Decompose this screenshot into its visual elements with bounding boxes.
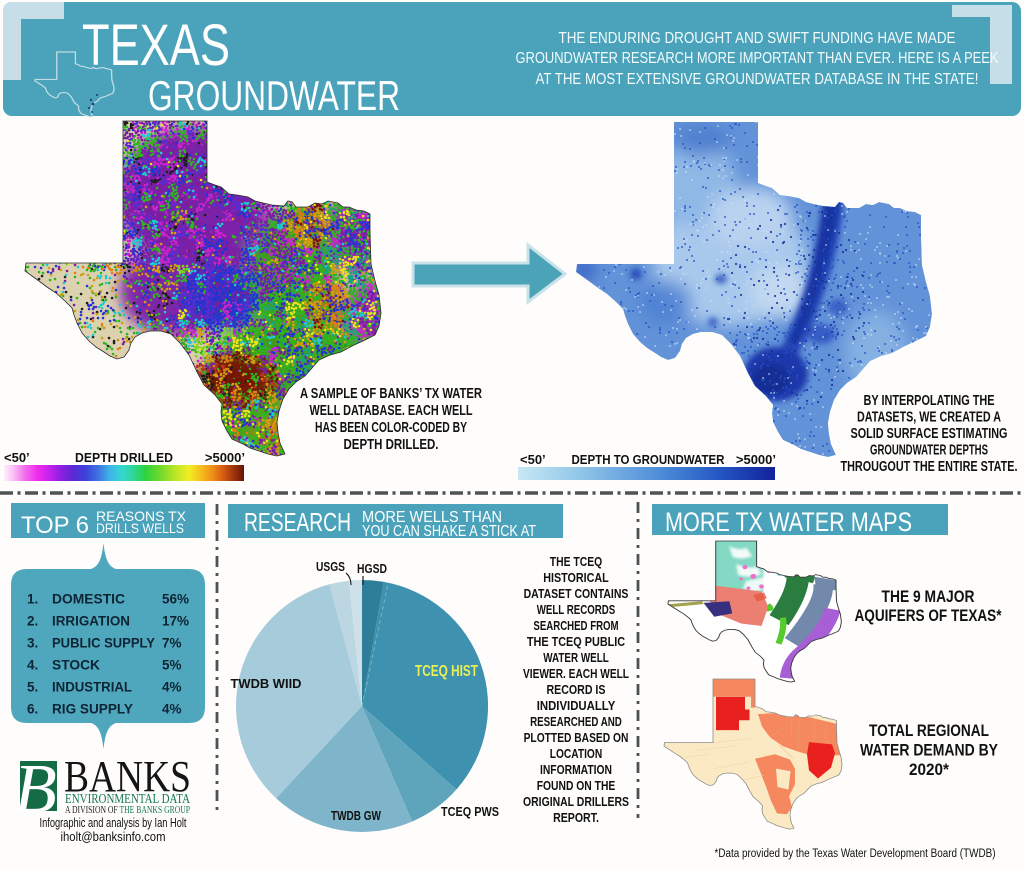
svg-text:GROUNDWATER DEPTHS: GROUNDWATER DEPTHS xyxy=(870,443,988,459)
svg-text:LOCATION: LOCATION xyxy=(550,746,602,761)
svg-text:IRRIGATION: IRRIGATION xyxy=(52,614,130,629)
svg-text:iholt@banksinfo.com: iholt@banksinfo.com xyxy=(61,829,166,844)
svg-text:GROUNDWATER: GROUNDWATER xyxy=(148,72,400,119)
svg-text:AQUIFERS OF TEXAS*: AQUIFERS OF TEXAS* xyxy=(855,607,1002,625)
svg-text:RECORD IS: RECORD IS xyxy=(547,682,606,697)
svg-text:THE TCEQ PUBLIC: THE TCEQ PUBLIC xyxy=(527,634,626,649)
svg-text:PLOTTED BASED ON: PLOTTED BASED ON xyxy=(524,730,629,745)
svg-text:DEPTH DRILLED: DEPTH DRILLED xyxy=(75,450,173,465)
svg-text:USGS: USGS xyxy=(316,560,345,574)
svg-text:DOMESTIC: DOMESTIC xyxy=(52,592,125,607)
svg-text:WATER WELL: WATER WELL xyxy=(543,650,609,665)
svg-text:TWDB GW: TWDB GW xyxy=(331,808,382,823)
svg-text:1.: 1. xyxy=(27,592,38,607)
svg-text:TCEQ PWS: TCEQ PWS xyxy=(441,804,499,819)
svg-text:Infographic and analysis by Ia: Infographic and analysis by Ian Holt xyxy=(40,815,187,830)
svg-text:WELL DATABASE. EACH WELL: WELL DATABASE. EACH WELL xyxy=(310,403,473,419)
svg-text:THROUGOUT THE ENTIRE STATE.: THROUGOUT THE ENTIRE STATE. xyxy=(841,459,1018,475)
svg-text:TWDB WIID: TWDB WIID xyxy=(231,676,302,691)
svg-text:INDUSTRIAL: INDUSTRIAL xyxy=(52,680,132,695)
svg-text:SEARCHED FROM: SEARCHED FROM xyxy=(533,618,618,633)
svg-text:4%: 4% xyxy=(162,702,182,717)
svg-text:7%: 7% xyxy=(162,636,182,651)
svg-text:MORE WELLS THAN: MORE WELLS THAN xyxy=(362,509,502,526)
svg-text:WATER DEMAND BY: WATER DEMAND BY xyxy=(860,742,998,760)
svg-text:RESEARCHED AND: RESEARCHED AND xyxy=(530,714,622,729)
svg-text:HISTORICAL: HISTORICAL xyxy=(543,570,609,585)
svg-text:4%: 4% xyxy=(162,680,182,695)
svg-text:B: B xyxy=(14,751,57,828)
svg-text:FOUND ON THE: FOUND ON THE xyxy=(537,778,616,793)
svg-text:YOU CAN SHAKE A STICK AT: YOU CAN SHAKE A STICK AT xyxy=(362,523,536,540)
svg-text:ENVIRONMENTAL DATA: ENVIRONMENTAL DATA xyxy=(65,791,190,806)
svg-text:TOP 6: TOP 6 xyxy=(21,512,89,539)
svg-text:BY INTERPOLATING THE: BY INTERPOLATING THE xyxy=(864,393,995,409)
svg-text:2.: 2. xyxy=(27,614,38,629)
svg-text:REPORT.: REPORT. xyxy=(553,810,599,825)
svg-text:TOTAL REGIONAL: TOTAL REGIONAL xyxy=(869,722,989,740)
svg-text:DEPTH DRILLED.: DEPTH DRILLED. xyxy=(344,437,439,453)
svg-text:WELL RECORDS: WELL RECORDS xyxy=(537,602,616,617)
svg-text:6.: 6. xyxy=(27,702,38,717)
svg-text:SOLID SURFACE ESTIMATING: SOLID SURFACE ESTIMATING xyxy=(851,426,1008,442)
svg-text:PUBLIC SUPPLY: PUBLIC SUPPLY xyxy=(52,636,155,651)
svg-text:<50’: <50’ xyxy=(520,452,546,467)
svg-text:TCEQ HIST: TCEQ HIST xyxy=(415,663,478,680)
svg-text:DEPTH TO GROUNDWATER: DEPTH TO GROUNDWATER xyxy=(572,452,726,467)
svg-text:2020*: 2020* xyxy=(909,761,950,779)
svg-text:REASONS TX: REASONS TX xyxy=(96,508,187,524)
svg-text:HGSD: HGSD xyxy=(357,562,387,576)
svg-text:AT THE MOST EXTENSIVE GROUNDWA: AT THE MOST EXTENSIVE GROUNDWATER DATABA… xyxy=(536,71,979,88)
svg-text:DATASETS, WE CREATED A: DATASETS, WE CREATED A xyxy=(857,410,1001,426)
svg-text:THE TCEQ: THE TCEQ xyxy=(550,554,602,569)
svg-text:RESEARCH: RESEARCH xyxy=(244,507,351,537)
svg-text:RIG SUPPLY: RIG SUPPLY xyxy=(52,702,133,717)
svg-text:HAS BEEN COLOR-CODED BY: HAS BEEN COLOR-CODED BY xyxy=(315,420,467,436)
svg-text:<50’: <50’ xyxy=(4,450,30,465)
svg-text:>5000’: >5000’ xyxy=(736,452,776,467)
svg-text:56%: 56% xyxy=(162,592,189,607)
svg-text:A SAMPLE OF BANKS’ TX WATER: A SAMPLE OF BANKS’ TX WATER xyxy=(300,386,482,402)
svg-text:17%: 17% xyxy=(162,614,189,629)
svg-text:3.: 3. xyxy=(27,636,38,651)
svg-text:INFORMATION: INFORMATION xyxy=(540,762,612,777)
svg-text:5.: 5. xyxy=(27,680,38,695)
svg-text:BANKS: BANKS xyxy=(64,752,191,801)
svg-text:GROUNDWATER RESEARCH MORE IMPO: GROUNDWATER RESEARCH MORE IMPORTANT THAN… xyxy=(516,50,1000,67)
svg-text:4.: 4. xyxy=(27,658,38,673)
svg-text:TEXAS: TEXAS xyxy=(82,13,230,78)
svg-text:STOCK: STOCK xyxy=(52,658,100,673)
svg-text:A DIVISION OF THE BANKS GROUP: A DIVISION OF THE BANKS GROUP xyxy=(65,805,190,816)
svg-text:DATASET CONTAINS: DATASET CONTAINS xyxy=(524,586,629,601)
svg-text:MORE TX WATER MAPS: MORE TX WATER MAPS xyxy=(665,507,912,537)
svg-text:5%: 5% xyxy=(162,658,182,673)
svg-text:VIEWER. EACH WELL: VIEWER. EACH WELL xyxy=(523,666,629,681)
svg-text:>5000’: >5000’ xyxy=(205,450,245,465)
svg-text:ORIGINAL DRILLERS: ORIGINAL DRILLERS xyxy=(523,794,629,809)
svg-text:INDIVIDUALLY: INDIVIDUALLY xyxy=(537,698,616,713)
svg-text:THE 9 MAJOR: THE 9 MAJOR xyxy=(882,588,975,606)
svg-text:DRILLS WELLS: DRILLS WELLS xyxy=(96,520,184,536)
svg-text:*Data provided by the Texas Wa: *Data provided by the Texas Water Develo… xyxy=(715,848,996,860)
svg-text:THE ENDURING DROUGHT AND SWIFT: THE ENDURING DROUGHT AND SWIFT FUNDING H… xyxy=(559,30,956,47)
